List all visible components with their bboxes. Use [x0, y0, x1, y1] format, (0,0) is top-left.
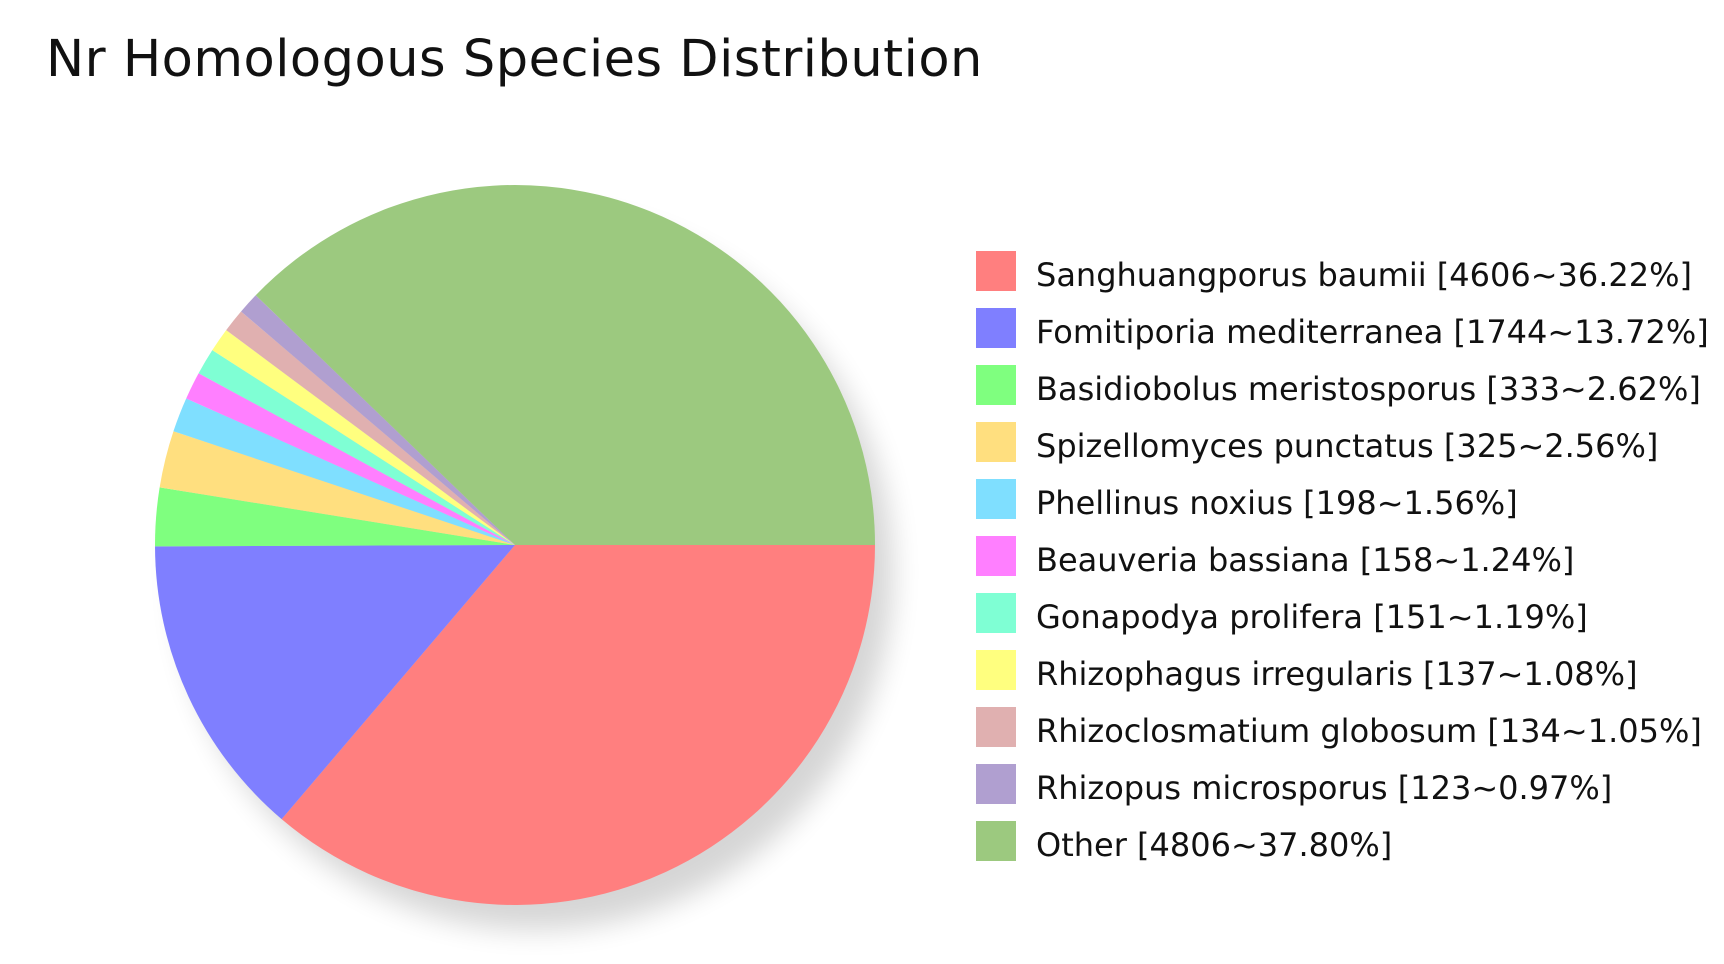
- legend-swatch: [976, 535, 1016, 576]
- legend-label: Phellinus noxius [198~1.56%]: [1036, 483, 1518, 522]
- legend-label: Rhizoclosmatium globosum [134~1.05%]: [1036, 711, 1702, 750]
- legend-item: Sanghuangporus baumii [4606~36.22%]: [976, 242, 1709, 299]
- pie-slice-gonapodya-prolifera: [198, 350, 515, 545]
- pie-slice-spizellomyces-punctatus: [159, 431, 515, 545]
- legend-label: Other [4806~37.80%]: [1036, 825, 1393, 864]
- legend-item: Rhizophagus irregularis [137~1.08%]: [976, 641, 1709, 698]
- pie-slice-sanghuangporus-baumii: [281, 545, 876, 905]
- legend-swatch: [976, 706, 1016, 747]
- legend-label: Rhizophagus irregularis [137~1.08%]: [1036, 654, 1638, 693]
- legend-label: Gonapodya prolifera [151~1.19%]: [1036, 597, 1588, 636]
- pie-slice-basidiobolus-meristosporus: [154, 487, 515, 547]
- pie-slice-other: [255, 185, 876, 546]
- legend-swatch: [976, 250, 1016, 291]
- legend-swatch: [976, 421, 1016, 462]
- pie-slice-fomitiporia-mediterranea: [155, 545, 515, 820]
- legend-swatch: [976, 478, 1016, 519]
- pie-slice-rhizoclosmatium-globosum: [226, 311, 516, 545]
- pie-slice-rhizopus-microsporus: [241, 295, 515, 545]
- legend-item: Gonapodya prolifera [151~1.19%]: [976, 584, 1709, 641]
- legend-item: Phellinus noxius [198~1.56%]: [976, 470, 1709, 527]
- legend-item: Rhizoclosmatium globosum [134~1.05%]: [976, 698, 1709, 755]
- legend-item: Rhizopus microsporus [123~0.97%]: [976, 755, 1709, 812]
- legend-label: Sanghuangporus baumii [4606~36.22%]: [1036, 255, 1693, 294]
- legend-item: Beauveria bassiana [158~1.24%]: [976, 527, 1709, 584]
- legend-swatch: [976, 820, 1016, 861]
- legend-item: Other [4806~37.80%]: [976, 812, 1709, 869]
- legend: Sanghuangporus baumii [4606~36.22%] Fomit…: [976, 242, 1709, 869]
- legend-label: Rhizopus microsporus [123~0.97%]: [1036, 768, 1613, 807]
- legend-label: Basidiobolus meristosporus [333~2.62%]: [1036, 369, 1701, 408]
- legend-swatch: [976, 364, 1016, 405]
- legend-label: Spizellomyces punctatus [325~2.56%]: [1036, 426, 1659, 465]
- legend-item: Basidiobolus meristosporus [333~2.62%]: [976, 356, 1709, 413]
- pie-slice-rhizophagus-irregularis: [212, 330, 516, 545]
- chart-title: Nr Homologous Species Distribution: [46, 30, 983, 89]
- legend-label: Beauveria bassiana [158~1.24%]: [1036, 540, 1575, 579]
- pie-slice-phellinus-noxius: [173, 398, 516, 545]
- legend-swatch: [976, 592, 1016, 633]
- legend-swatch: [976, 763, 1016, 804]
- legend-item: Fomitiporia mediterranea [1744~13.72%]: [976, 299, 1709, 356]
- legend-swatch: [976, 307, 1016, 348]
- pie-slice-beauveria-bassiana: [186, 373, 515, 545]
- pie-slices: [154, 185, 876, 905]
- legend-swatch: [976, 649, 1016, 690]
- legend-label: Fomitiporia mediterranea [1744~13.72%]: [1036, 312, 1709, 351]
- legend-item: Spizellomyces punctatus [325~2.56%]: [976, 413, 1709, 470]
